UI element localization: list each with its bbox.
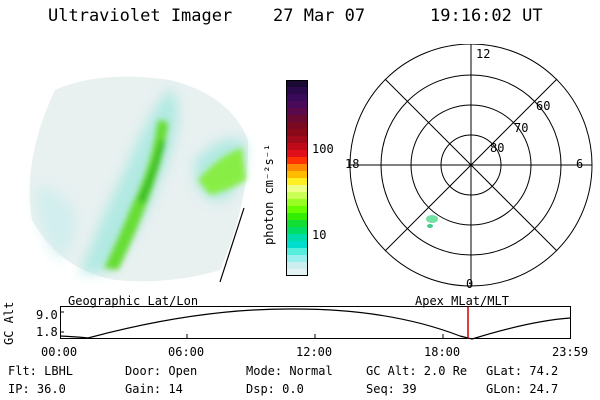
colorbar-swatch (286, 227, 308, 235)
orbit-x-tick-1200: 12:00 (296, 345, 333, 359)
orbit-x-tick-1800: 18:00 (424, 345, 461, 359)
colorbar-swatch (286, 199, 308, 207)
app-title: Ultraviolet Imager (48, 6, 233, 26)
gain-info: Gain: 14 (125, 382, 183, 396)
orbit-y-axis-label: GC Alt (2, 301, 16, 345)
colorbar-swatch (286, 164, 308, 172)
lat-label-60: 60 (536, 99, 550, 113)
colorbar-tick-10: 10 (312, 228, 327, 242)
colorbar-swatch (286, 129, 308, 137)
auroral-arc-right (198, 148, 246, 195)
colorbar-swatch (286, 157, 308, 165)
orbit-tick-1-8: 1.8 (36, 325, 58, 339)
colorbar-swatch (286, 122, 308, 130)
mode-info: Mode: Normal (246, 364, 333, 378)
colorbar (286, 80, 308, 276)
colorbar-swatch (286, 248, 308, 256)
dsp-info: Dsp: 0.0 (246, 382, 304, 396)
colorbar-swatch (286, 269, 308, 276)
colorbar-swatch (286, 87, 308, 95)
colorbar-swatch (286, 178, 308, 186)
orbit-x-tick-2359: 23:59 (552, 345, 589, 359)
altitude-curve (60, 308, 571, 340)
lat-label-70: 70 (514, 121, 528, 135)
orbit-left-label: Geographic Lat/Lon (68, 294, 199, 308)
diag-line-2 (384, 78, 558, 252)
auroral-arc-main (104, 120, 168, 270)
orbit-right-label: Apex MLat/MLT (415, 294, 509, 308)
colorbar-swatch (286, 192, 308, 200)
seq-info: Seq: 39 (366, 382, 417, 396)
mlt-label-12: 12 (476, 47, 490, 61)
orbit-x-tick-0000: 00:00 (41, 345, 78, 359)
door-info: Door: Open (125, 364, 198, 378)
time-label: 19:16:02 UT (430, 6, 543, 26)
colorbar-swatch (286, 136, 308, 144)
colorbar-tick-100: 100 (312, 142, 334, 156)
colorbar-swatch (286, 108, 308, 116)
lat-label-80: 80 (490, 141, 504, 155)
colorbar-swatch (286, 241, 308, 249)
date-label: 27 Mar 07 (273, 6, 366, 26)
colorbar-swatch (286, 262, 308, 270)
colorbar-swatch (286, 234, 308, 242)
colorbar-swatch (286, 80, 308, 88)
orbit-plot (60, 306, 571, 340)
colorbar-swatch (286, 220, 308, 228)
orbit-frame (60, 306, 571, 339)
polar-plot: 12 18 6 0 60 70 80 (345, 44, 593, 290)
ip-info: IP: 36.0 (8, 382, 66, 396)
colorbar-swatch (286, 115, 308, 123)
limb-line (219, 207, 245, 283)
colorbar-swatch (286, 171, 308, 179)
mlt-label-6: 6 (576, 157, 583, 171)
colorbar-swatch (286, 143, 308, 151)
polar-aurora-spot (426, 215, 438, 228)
colorbar-swatch (286, 94, 308, 102)
colorbar-swatch (286, 101, 308, 109)
orbit-x-tick-0600: 06:00 (168, 345, 205, 359)
auroral-image (29, 76, 249, 283)
gc-alt-info: GC Alt: 2.0 Re (366, 364, 468, 378)
colorbar-swatch (286, 213, 308, 221)
colorbar-unit-label: photon cm⁻²s⁻¹ (262, 143, 276, 245)
mlt-label-0: 0 (466, 277, 473, 290)
glat-info: GLat: 74.2 (486, 364, 559, 378)
colorbar-swatch (286, 206, 308, 214)
orbit-tick-9: 9.0 (36, 308, 58, 322)
colorbar-swatch (286, 185, 308, 193)
colorbar-swatch (286, 150, 308, 158)
mlt-label-18: 18 (345, 157, 359, 171)
colorbar-swatch (286, 255, 308, 263)
filter-info: Flt: LBHL (8, 364, 74, 378)
glon-info: GLon: 24.7 (486, 382, 559, 396)
